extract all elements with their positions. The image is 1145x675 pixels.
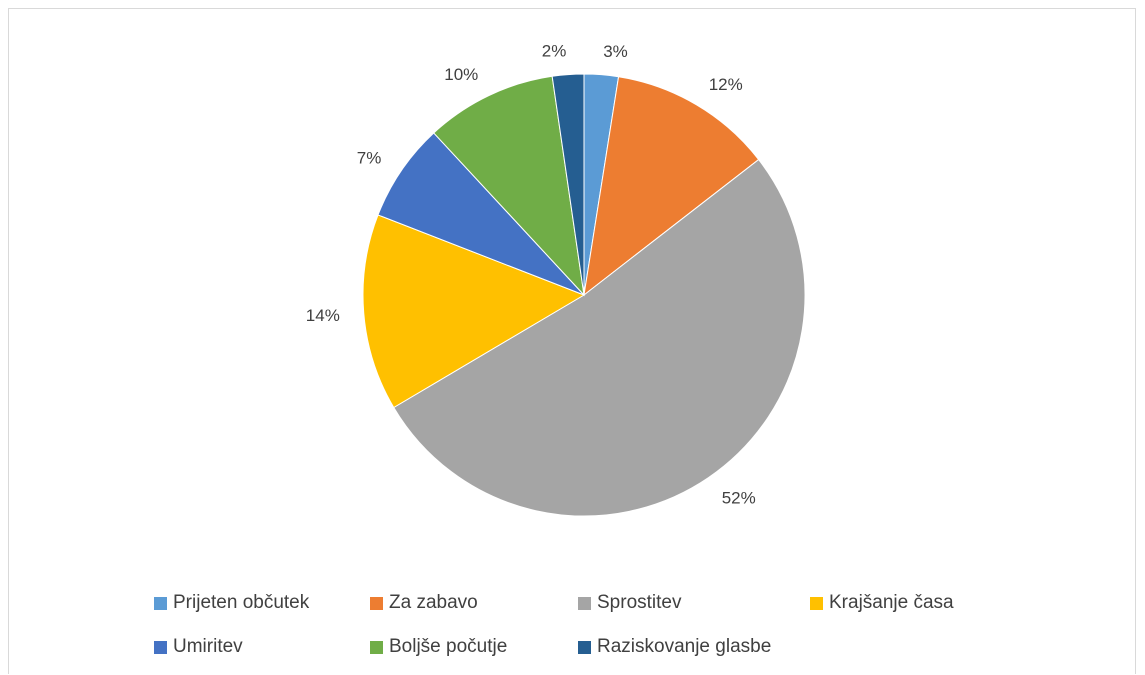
legend-label: Krajšanje časa	[829, 592, 954, 614]
legend-label: Umiritev	[173, 636, 243, 658]
data-label-krajsanje-casa: 14%	[306, 306, 340, 325]
data-label-raziskovanje-glasbe: 2%	[542, 42, 567, 61]
data-label-boljse-pocutje: 10%	[444, 65, 478, 84]
legend-label: Raziskovanje glasbe	[597, 636, 771, 658]
data-label-za-zabavo: 12%	[709, 75, 743, 94]
legend-item-za-zabavo: Za zabavo	[370, 592, 478, 614]
legend-swatch	[154, 597, 167, 610]
legend-label: Za zabavo	[389, 592, 478, 614]
legend-swatch	[370, 641, 383, 654]
legend-item-sprostitev: Sprostitev	[578, 592, 681, 614]
data-label-prijeten-obcutek: 3%	[603, 42, 628, 61]
legend-item-krajsanje-casa: Krajšanje časa	[810, 592, 954, 614]
pie-slices	[363, 74, 805, 516]
legend-swatch	[578, 641, 591, 654]
legend-swatch	[154, 641, 167, 654]
legend-label: Prijeten občutek	[173, 592, 309, 614]
legend-item-umiritev: Umiritev	[154, 636, 243, 658]
legend-swatch	[810, 597, 823, 610]
legend-swatch	[578, 597, 591, 610]
legend-label: Sprostitev	[597, 592, 681, 614]
data-label-umiritev: 7%	[357, 148, 382, 167]
legend-swatch	[370, 597, 383, 610]
legend-label: Boljše počutje	[389, 636, 507, 658]
legend-item-prijeten-obcutek: Prijeten občutek	[154, 592, 309, 614]
data-label-sprostitev: 52%	[722, 489, 756, 508]
legend-item-boljse-pocutje: Boljše počutje	[370, 636, 507, 658]
legend-item-raziskovanje-glasbe: Raziskovanje glasbe	[578, 636, 771, 658]
